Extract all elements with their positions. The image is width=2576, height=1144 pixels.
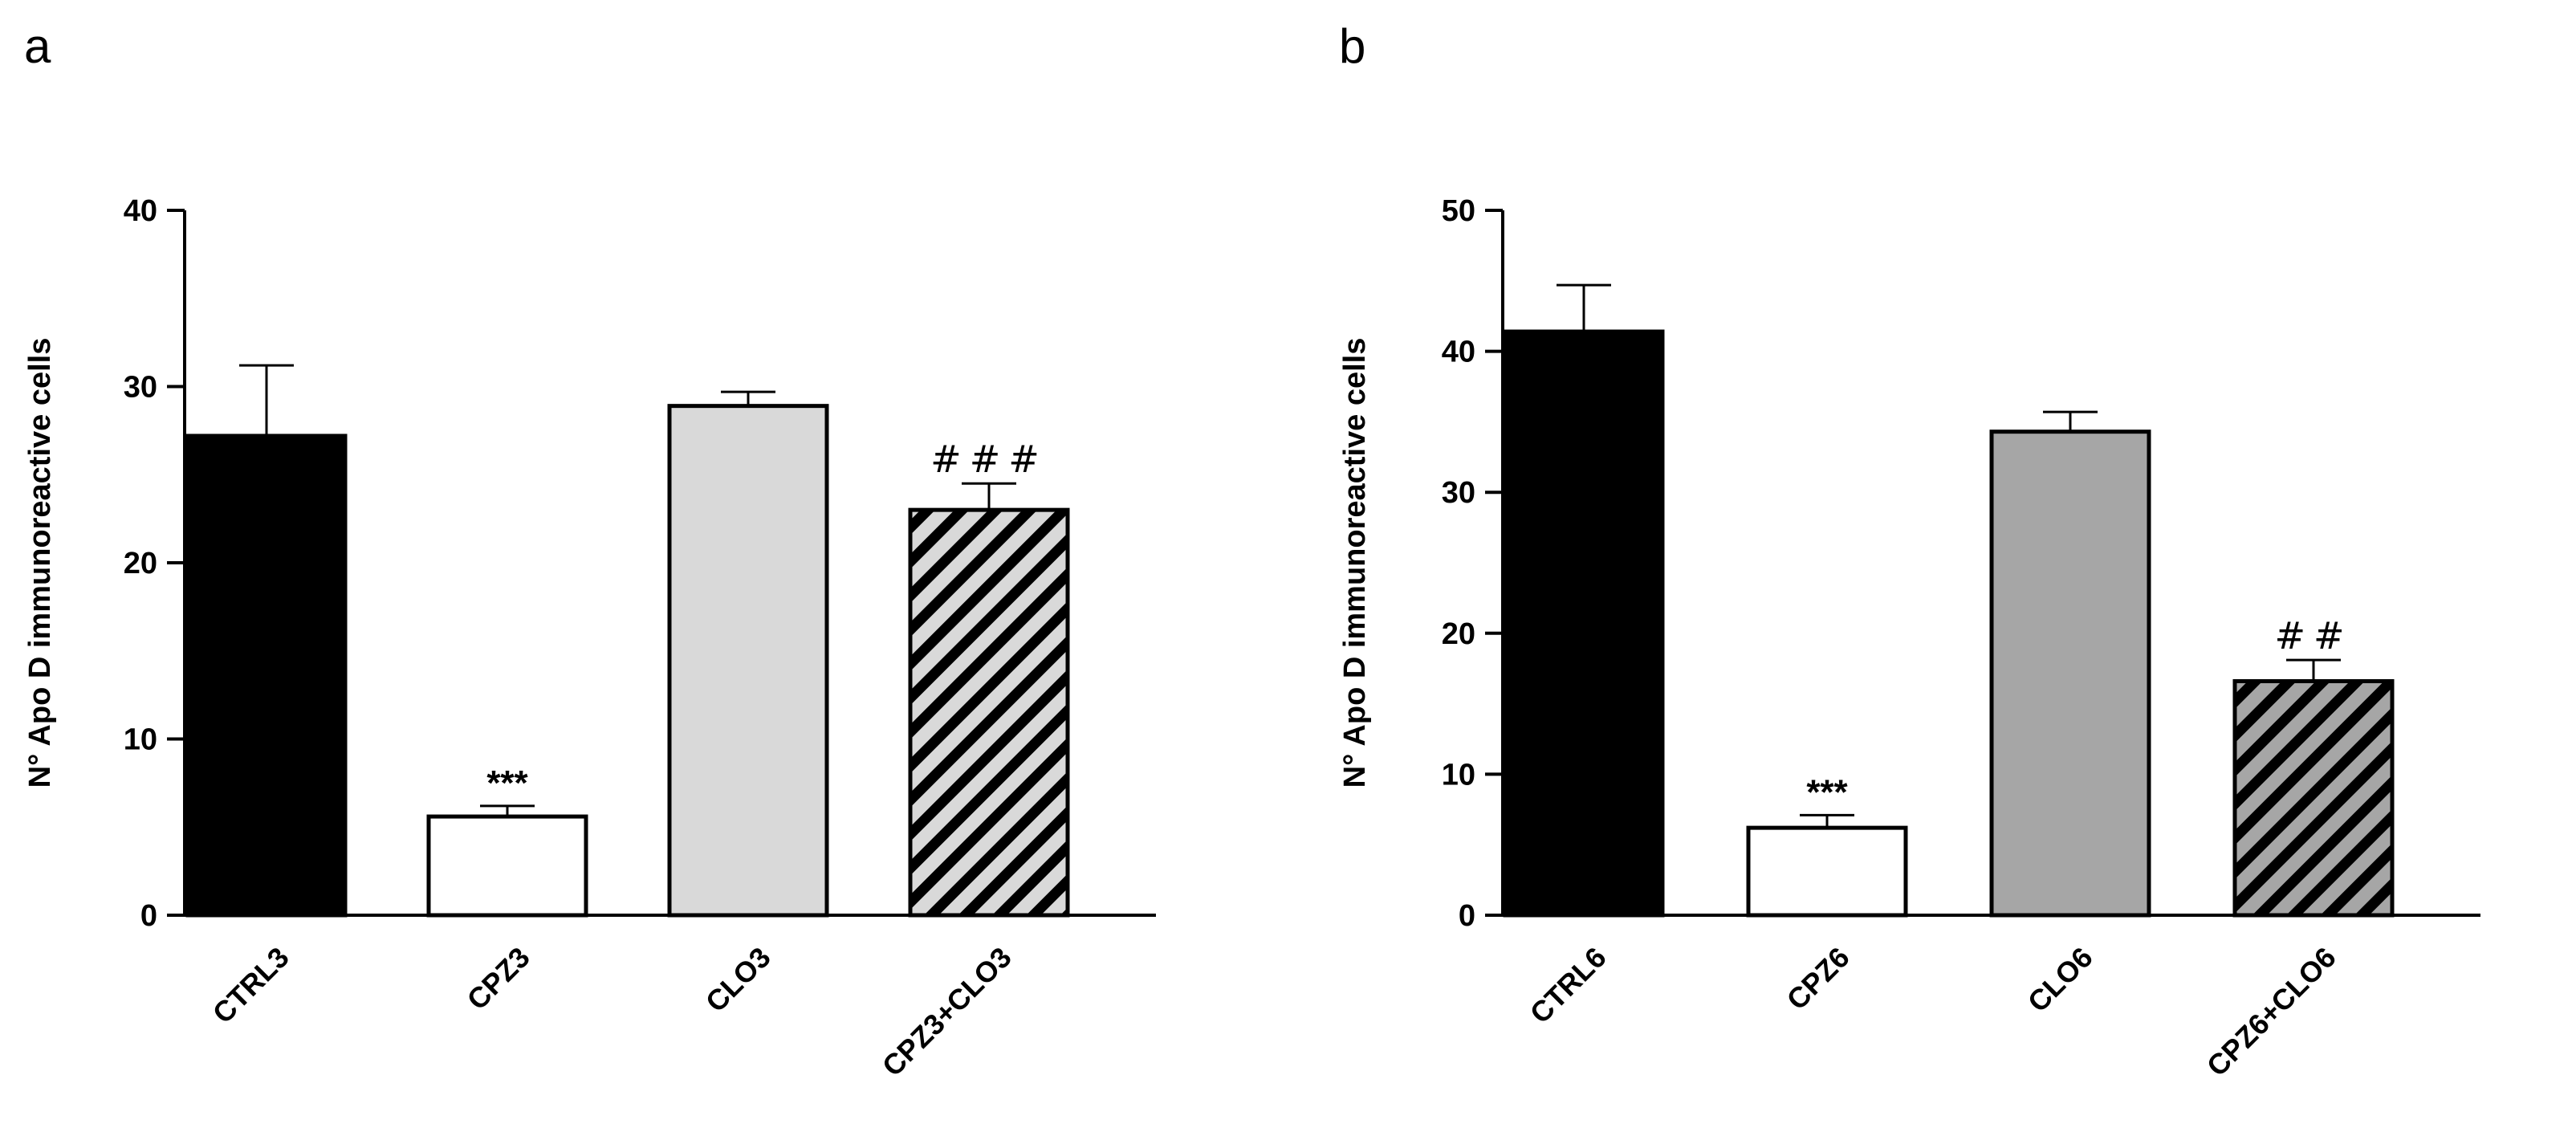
category-label: CTRL3 [206,941,295,1030]
y-tick-label: 30 [1442,476,1475,510]
category-label: CPZ6 [1780,941,1856,1016]
bar-cpz3 [426,814,588,918]
panel-letter: b [1339,19,1365,73]
y-tick-label: 10 [124,723,157,757]
y-tick-label: 0 [1459,899,1475,933]
category-label: CPZ3+CLO3 [876,941,1018,1083]
bar-ctrl3 [185,434,348,918]
y-tick-label: 0 [140,899,157,933]
y-axis-title: N° Apo D immunoreactive cells [23,338,57,788]
category-label: CTRL6 [1524,941,1613,1030]
bar-cpz6-clo6 [2232,679,2395,918]
bar-cpz6 [1746,825,1908,918]
bar-clo6 [1989,430,2151,918]
significance-annotation: ### [930,438,1048,481]
significance-annotation: *** [1806,772,1848,812]
significance-annotation: *** [486,763,528,803]
category-label: CPZ3 [461,941,536,1016]
category-label: CLO3 [699,941,777,1019]
significance-annotation: ## [2274,614,2352,657]
category-label: CLO6 [2021,941,2099,1019]
bar-cpz3-clo3 [908,507,1070,918]
y-tick-label: 10 [1442,758,1475,792]
y-tick-label: 20 [124,547,157,580]
bar-clo3 [667,404,829,918]
chart-panel-b: b N° Apo D immunoreactive cells CTRL6 *** CP… [1338,19,2480,1082]
y-axis-title: N° Apo D immunoreactive cells [1338,338,1372,788]
y-tick-label: 40 [124,194,157,228]
bar-ctrl6 [1503,329,1665,918]
y-tick-label: 40 [1442,336,1475,369]
panel-letter: a [24,19,51,73]
y-tick-label: 50 [1442,194,1475,228]
chart-panel-a: a N° Apo D immunoreactive cells CTRL3 *** CP… [23,19,1156,1082]
y-tick-label: 30 [124,371,157,405]
y-tick-label: 20 [1442,617,1475,651]
category-label: CPZ6+CLO6 [2200,941,2342,1083]
